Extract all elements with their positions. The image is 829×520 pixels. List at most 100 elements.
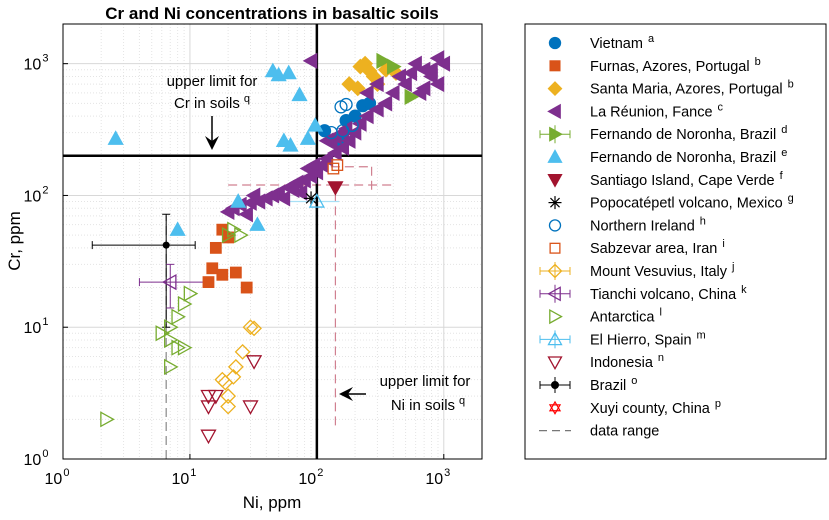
legend-marker <box>547 173 563 188</box>
data-point <box>249 216 266 231</box>
legend-entry: Sabzevar area, Iran i <box>549 238 725 257</box>
legend-label-name: Indonesia <box>590 355 654 371</box>
data-point <box>282 137 299 152</box>
legend-label: Santa Maria, Azores, Portugal b <box>590 79 794 98</box>
data-point <box>369 101 384 118</box>
legend-box <box>524 23 827 460</box>
data-point <box>305 156 321 174</box>
data-points <box>91 50 451 445</box>
data-point <box>227 358 244 375</box>
data-point <box>299 130 317 145</box>
data-point <box>183 285 199 302</box>
legend-entry: Indonesia n <box>547 352 664 371</box>
data-point <box>429 50 445 67</box>
legend-entry: Antarctica l <box>549 307 662 326</box>
data-point <box>221 227 237 244</box>
data-point <box>245 187 261 204</box>
legend-label-sup: m <box>697 329 706 341</box>
legend-label-name: Northern Ireland <box>590 218 695 234</box>
legend-label-sup: i <box>722 238 724 250</box>
x-tick-exp: 1 <box>190 467 196 479</box>
y-tick-base: 10 <box>24 320 42 337</box>
data-point <box>234 227 249 244</box>
ni-limit-annotation-line1: upper limit for <box>380 373 471 390</box>
data-point <box>377 95 393 112</box>
legend-label: Indonesia n <box>590 352 664 371</box>
legend-entry: La Réunion, Fance c <box>547 101 724 120</box>
x-tick-label: 100 <box>45 467 70 488</box>
ni-limit-annotation-text: Ni in soils <box>391 397 455 414</box>
legend-label-sup: f <box>780 170 784 182</box>
y-axis-label: Cr, ppm <box>5 211 24 271</box>
x-tick-base: 10 <box>171 471 189 488</box>
data-point <box>331 159 344 171</box>
data-point <box>107 130 124 145</box>
data-point <box>214 371 231 388</box>
legend-entry: Furnas, Azores, Portugal b <box>549 56 761 75</box>
legend-label-sup: p <box>715 398 721 410</box>
legend-label: Vietnam a <box>590 33 655 52</box>
legend-label: data range <box>590 424 659 440</box>
legend-entry: Mount Vesuvius, Italy j <box>539 261 734 280</box>
legend-label-sup: b <box>788 79 794 91</box>
legend-label-name: Popocatépetl volcano, Mexico <box>590 196 783 212</box>
y-tick-label: 100 <box>24 448 49 469</box>
legend-entry: Fernando de Noronha, Brazil d <box>539 124 787 144</box>
cr-limit-annotation-text: Cr in soils <box>174 95 240 112</box>
legend-entry: Northern Ireland h <box>548 215 706 234</box>
data-point <box>230 193 247 208</box>
legend-label: Northern Ireland h <box>590 215 706 234</box>
data-point <box>359 84 374 102</box>
ni-limit-arrow <box>339 387 366 401</box>
legend-label: El Hierro, Spain m <box>590 329 706 348</box>
data-range-lines <box>165 166 396 459</box>
legend-label-sup: c <box>718 101 724 113</box>
legend-label: Xuyi county, China p <box>590 398 721 417</box>
data-point <box>404 88 420 105</box>
legend-label-sup: j <box>731 261 734 273</box>
legend-marker <box>548 196 562 210</box>
x-tick-label: 103 <box>425 467 450 488</box>
data-point <box>246 320 262 337</box>
data-point <box>334 100 348 114</box>
legend-label-sup: a <box>648 33 655 45</box>
data-point <box>216 268 229 281</box>
legend-label: Mount Vesuvius, Italy j <box>590 261 734 280</box>
x-tick-exp: 3 <box>444 467 450 479</box>
ni-limit-annotation-sup: q <box>459 395 465 407</box>
data-point <box>245 355 263 370</box>
legend-marker <box>547 81 563 97</box>
data-point <box>219 203 235 221</box>
y-axis-ticks: 100 101 102 103 <box>24 53 68 469</box>
data-point <box>238 206 253 223</box>
x-axis-ticks: 100 101 102 103 <box>45 454 450 488</box>
legend-marker <box>539 377 571 393</box>
y-tick-label: 103 <box>24 53 49 74</box>
data-point <box>202 276 215 288</box>
plot-area-frame <box>62 23 483 460</box>
y-tick-base: 10 <box>24 57 42 74</box>
y-tick-label: 101 <box>24 316 49 337</box>
y-tick-label: 102 <box>24 184 49 205</box>
legend-label-name: El Hierro, Spain <box>590 332 692 348</box>
x-tick-base: 10 <box>45 471 63 488</box>
legend-entry: Popocatépetl volcano, Mexico g <box>548 193 794 212</box>
data-point <box>169 221 186 236</box>
data-point <box>264 62 281 78</box>
data-point <box>177 339 193 356</box>
data-point <box>415 80 431 97</box>
cr-limit-annotation-line2: Cr in soils q <box>174 93 250 112</box>
legend-entry: Tianchi volcano, China k <box>539 284 747 303</box>
legend-label-sup: k <box>741 284 747 296</box>
data-point <box>220 388 237 405</box>
legend-label-sup: h <box>700 215 706 227</box>
cr-limit-annotation-sup: q <box>244 93 250 105</box>
legend-marker <box>547 356 563 371</box>
legend-marker <box>547 286 561 302</box>
legend-label: Brazil o <box>590 375 637 394</box>
legend-label-name: Xuyi county, China <box>590 401 711 417</box>
data-point <box>369 75 384 93</box>
legend-label: Furnas, Azores, Portugal b <box>590 56 761 75</box>
data-point <box>100 411 115 428</box>
